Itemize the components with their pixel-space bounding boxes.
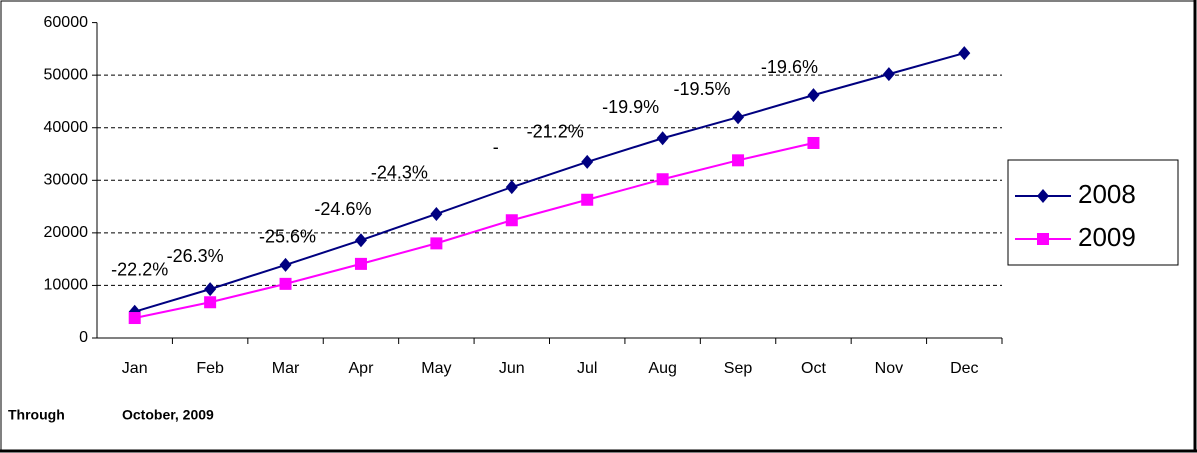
legend-box [1007,159,1179,266]
data-point [204,296,217,309]
change-label: - [493,137,499,157]
x-tick-label: Mar [272,360,300,377]
x-tick-label: Nov [875,360,903,377]
x-tick-label: Jun [499,360,525,377]
change-label: -24.6% [314,199,371,219]
y-tick-label: 50000 [44,66,89,83]
change-label: -24.3% [371,163,428,183]
x-tick-label: Jan [122,360,148,377]
data-point [430,206,443,221]
x-tick-label: May [421,360,451,377]
data-point [581,193,594,206]
data-point [354,257,367,270]
change-label: -21.2% [527,122,584,142]
y-tick-label: 60000 [44,14,89,31]
data-point [958,46,971,61]
data-point [204,282,217,297]
data-point [505,180,518,195]
data-point [807,136,820,149]
data-point [656,131,669,146]
y-tick-label: 0 [79,329,88,346]
data-point [128,312,141,325]
change-label: -25.6% [259,227,316,247]
x-tick-label: Jul [577,360,597,377]
legend-label: 2009 [1078,222,1136,252]
y-tick-label: 30000 [44,172,89,189]
data-point [430,237,443,250]
series-line [134,52,965,313]
change-label: -19.6% [761,57,818,77]
change-label: -26.3% [167,246,224,266]
y-tick-label: 10000 [44,277,89,294]
footer-date: October, 2009 [122,407,214,423]
data-point [279,277,292,290]
change-label: -22.2% [111,259,168,279]
change-label: -19.5% [674,79,731,99]
x-tick-label: Aug [648,360,676,377]
data-point [279,257,292,272]
legend-label: 2008 [1078,179,1136,209]
x-tick-label: Apr [349,360,375,377]
series-line [134,142,814,320]
x-tick-label: Oct [801,360,826,377]
data-point [354,233,367,248]
y-tick-label: 20000 [44,224,89,241]
y-tick-label: 40000 [44,119,89,136]
data-point [732,154,745,167]
footer-label: Through [8,407,65,423]
data-point [732,110,745,125]
data-point [656,173,669,186]
x-tick-label: Dec [950,360,978,377]
data-point [505,214,518,227]
change-label: -19.9% [602,97,659,117]
data-point [581,154,594,169]
data-point [807,88,820,103]
legend-marker [1037,189,1049,203]
x-tick-label: Feb [196,360,224,377]
x-tick-label: Sep [724,360,753,377]
data-point [882,67,895,82]
legend-marker [1037,233,1049,245]
